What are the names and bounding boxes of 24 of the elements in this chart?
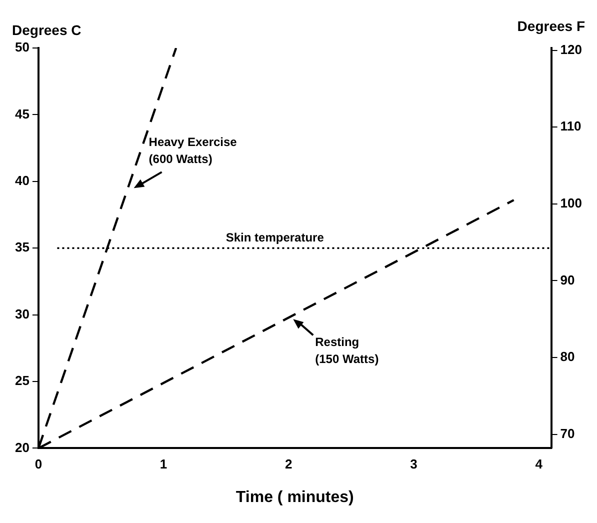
y2-tick-label: 70 bbox=[560, 426, 575, 441]
annotation: Heavy Exercise (600 Watts) bbox=[148, 135, 238, 166]
x-tick-label: 1 bbox=[160, 456, 168, 472]
annotation: Resting (150 Watts) bbox=[315, 335, 379, 366]
y-tick-label: 40 bbox=[14, 172, 30, 188]
y-tick-label: 45 bbox=[14, 106, 30, 122]
y2-tick-label: 110 bbox=[560, 118, 582, 134]
x-tick-label: 3 bbox=[410, 456, 418, 472]
y-tick-label: 50 bbox=[14, 40, 30, 55]
y2-tick-label: 90 bbox=[560, 272, 575, 288]
x-tick-label: 2 bbox=[285, 456, 292, 472]
x-tick-label: 4 bbox=[535, 456, 544, 472]
y-tick-label: 30 bbox=[14, 306, 30, 322]
y-tick-label: 25 bbox=[14, 373, 30, 388]
y-tick-label: 20 bbox=[14, 440, 30, 455]
y2-tick-label: 120 bbox=[560, 42, 582, 57]
y2-tick-label: 80 bbox=[560, 349, 575, 364]
y-tick-label: 35 bbox=[14, 240, 30, 255]
y2-tick-label: 100 bbox=[560, 196, 582, 211]
y2-axis-title: Degrees F bbox=[517, 18, 586, 34]
y-axis-title: Degrees C bbox=[12, 22, 82, 38]
x-tick-label: 0 bbox=[34, 456, 42, 472]
x-axis-title: Time ( minutes) bbox=[236, 488, 354, 506]
ref-line-label: Skin temperature bbox=[226, 230, 324, 244]
